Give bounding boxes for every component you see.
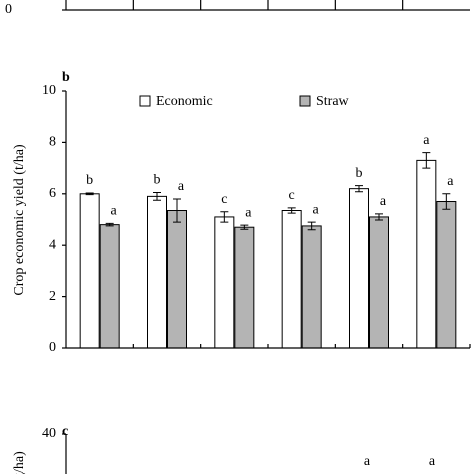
significance-letter: b bbox=[86, 173, 93, 188]
bar bbox=[147, 195, 167, 349]
error-bar bbox=[422, 152, 431, 169]
error-bar bbox=[173, 198, 181, 223]
significance-letter: a bbox=[380, 194, 387, 209]
error-bar bbox=[375, 213, 383, 221]
y-axis-label: g/ha) bbox=[12, 451, 27, 474]
legend-label: Straw bbox=[316, 94, 350, 109]
legend-label: Economic bbox=[156, 94, 213, 109]
y-tick-label: 8 bbox=[49, 135, 56, 150]
error-bar bbox=[153, 192, 161, 201]
panel-label: b bbox=[62, 70, 70, 85]
error-bar bbox=[355, 185, 363, 193]
y-tick-label: 10 bbox=[42, 83, 56, 98]
y-axis-label: Crop economic yield (t/ha) bbox=[12, 144, 27, 296]
bar bbox=[369, 216, 389, 349]
significance-letter: a bbox=[245, 205, 252, 220]
bar bbox=[436, 201, 457, 349]
legend-swatch bbox=[299, 95, 311, 107]
bar bbox=[79, 193, 100, 349]
bar bbox=[214, 216, 235, 349]
bar bbox=[99, 224, 120, 349]
significance-letter: a bbox=[423, 133, 430, 148]
error-bar bbox=[307, 221, 316, 231]
significance-letter: a bbox=[364, 454, 371, 469]
error-bar bbox=[105, 222, 114, 227]
y-tick-label: 0 bbox=[49, 340, 56, 355]
bar bbox=[281, 210, 302, 349]
significance-letter: b bbox=[356, 166, 363, 181]
significance-letter: a bbox=[178, 179, 185, 194]
y-tick-label: 40 bbox=[42, 426, 56, 441]
significance-letter: a bbox=[429, 454, 436, 469]
significance-letter: a bbox=[447, 174, 454, 189]
y-tick-label: 2 bbox=[49, 289, 56, 304]
legend-swatch bbox=[139, 95, 151, 107]
significance-letter: a bbox=[313, 202, 320, 217]
significance-letter: c bbox=[289, 188, 295, 203]
significance-letter: b bbox=[154, 173, 161, 188]
bar bbox=[416, 159, 437, 349]
bar bbox=[349, 188, 369, 349]
error-bar bbox=[220, 211, 229, 223]
y-tick-label: 0 bbox=[5, 2, 12, 17]
error-bar bbox=[240, 224, 249, 230]
bar bbox=[234, 226, 255, 349]
panel-label: c bbox=[62, 424, 68, 439]
error-bar bbox=[85, 192, 94, 196]
significance-letter: c bbox=[221, 192, 227, 207]
significance-letter: a bbox=[111, 204, 118, 219]
error-bar bbox=[287, 207, 296, 214]
bar bbox=[301, 225, 322, 349]
y-tick-label: 4 bbox=[49, 237, 56, 252]
y-tick-label: 6 bbox=[49, 186, 56, 201]
error-bar bbox=[442, 193, 451, 210]
bar bbox=[167, 210, 187, 349]
